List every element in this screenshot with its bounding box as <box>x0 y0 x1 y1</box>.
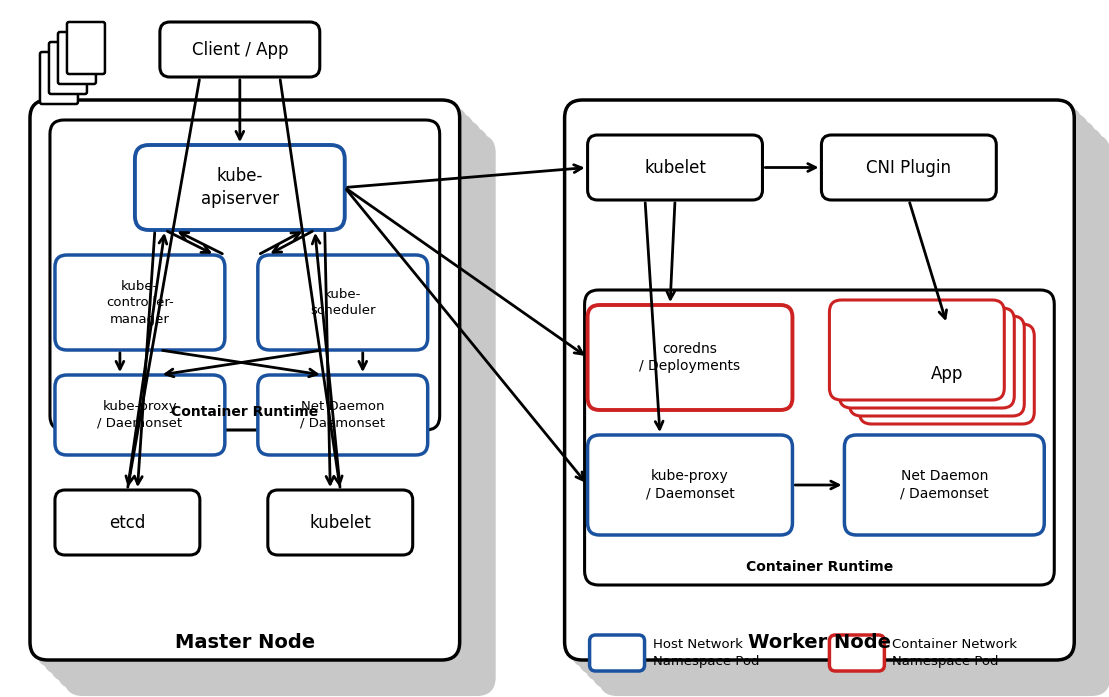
FancyBboxPatch shape <box>590 635 644 671</box>
Text: kube-proxy
/ Daemonset: kube-proxy / Daemonset <box>98 400 183 430</box>
Text: Host Network
Namespace Pod: Host Network Namespace Pod <box>652 638 759 668</box>
Text: kube-
apiserver: kube- apiserver <box>201 167 278 208</box>
Text: kubelet: kubelet <box>309 514 372 532</box>
FancyBboxPatch shape <box>65 135 495 695</box>
FancyBboxPatch shape <box>67 22 105 74</box>
FancyBboxPatch shape <box>592 128 1102 688</box>
FancyBboxPatch shape <box>584 290 1055 585</box>
FancyBboxPatch shape <box>844 435 1045 535</box>
FancyBboxPatch shape <box>579 114 1088 674</box>
Text: coredns
/ Deployments: coredns / Deployments <box>640 342 741 374</box>
FancyBboxPatch shape <box>564 100 1075 660</box>
FancyBboxPatch shape <box>588 135 763 200</box>
FancyBboxPatch shape <box>30 100 459 660</box>
FancyBboxPatch shape <box>58 128 488 688</box>
FancyBboxPatch shape <box>586 121 1096 681</box>
FancyBboxPatch shape <box>51 121 480 681</box>
Text: kubelet: kubelet <box>644 158 706 176</box>
Text: Net Daemon
/ Daemonset: Net Daemon / Daemonset <box>301 400 385 430</box>
Text: Container Network
Namespace Pod: Container Network Namespace Pod <box>893 638 1017 668</box>
FancyBboxPatch shape <box>257 255 428 350</box>
FancyBboxPatch shape <box>58 32 96 84</box>
FancyBboxPatch shape <box>40 52 78 104</box>
Text: kube-proxy
/ Daemonset: kube-proxy / Daemonset <box>645 469 734 501</box>
FancyBboxPatch shape <box>257 375 428 455</box>
Text: Master Node: Master Node <box>175 632 315 652</box>
FancyBboxPatch shape <box>267 490 413 555</box>
Text: kube-
scheduler: kube- scheduler <box>311 288 376 317</box>
Text: kube-
controller-
manager: kube- controller- manager <box>106 279 174 325</box>
FancyBboxPatch shape <box>588 435 793 535</box>
Text: Net Daemon
/ Daemonset: Net Daemon / Daemonset <box>901 469 989 501</box>
FancyBboxPatch shape <box>50 120 439 430</box>
Text: etcd: etcd <box>109 514 145 532</box>
FancyBboxPatch shape <box>135 145 345 230</box>
FancyBboxPatch shape <box>859 324 1035 424</box>
FancyBboxPatch shape <box>571 107 1081 667</box>
FancyBboxPatch shape <box>600 135 1109 695</box>
FancyBboxPatch shape <box>49 42 87 94</box>
FancyBboxPatch shape <box>840 308 1015 408</box>
FancyBboxPatch shape <box>37 107 467 667</box>
FancyBboxPatch shape <box>849 316 1025 416</box>
FancyBboxPatch shape <box>588 305 793 410</box>
FancyBboxPatch shape <box>55 490 200 555</box>
Text: Client / App: Client / App <box>192 40 288 59</box>
FancyBboxPatch shape <box>55 375 225 455</box>
Text: Container Runtime: Container Runtime <box>171 405 318 419</box>
FancyBboxPatch shape <box>822 135 996 200</box>
FancyBboxPatch shape <box>55 255 225 350</box>
FancyBboxPatch shape <box>160 22 319 77</box>
Text: Worker Node: Worker Node <box>747 632 891 652</box>
FancyBboxPatch shape <box>44 114 474 674</box>
FancyBboxPatch shape <box>830 635 884 671</box>
FancyBboxPatch shape <box>830 300 1005 400</box>
Text: Container Runtime: Container Runtime <box>745 560 893 574</box>
Text: CNI Plugin: CNI Plugin <box>866 158 952 176</box>
Text: App: App <box>930 365 963 383</box>
